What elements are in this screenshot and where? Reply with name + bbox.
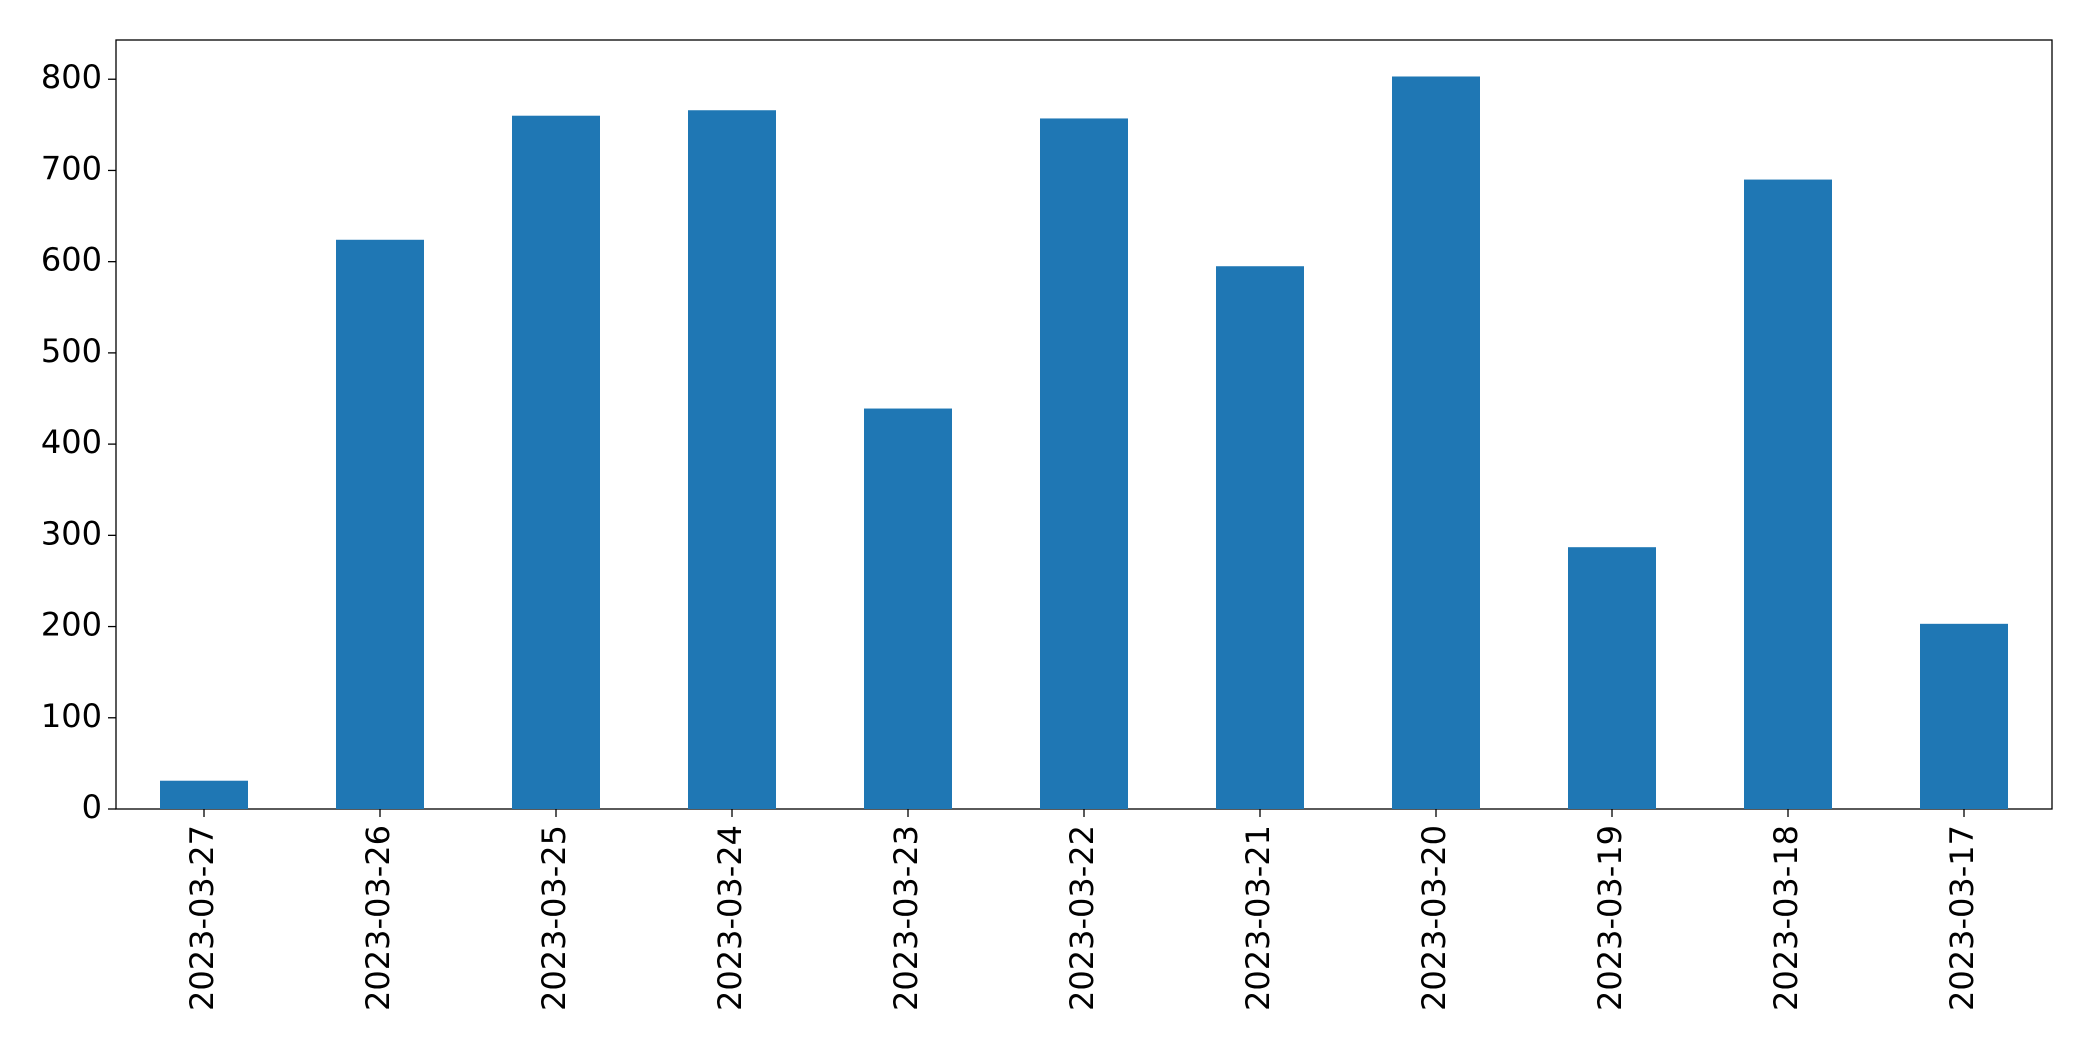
bar	[864, 408, 952, 809]
y-tick-label: 400	[41, 423, 102, 461]
x-tick-label: 2023-03-22	[1063, 825, 1101, 1011]
bar	[1040, 118, 1128, 810]
bar	[160, 780, 248, 809]
bar	[512, 115, 600, 810]
bar	[336, 239, 424, 809]
y-tick-label: 0	[82, 788, 102, 826]
bar	[1920, 623, 2008, 809]
x-tick-label: 2023-03-27	[183, 825, 221, 1011]
bar	[1568, 547, 1656, 809]
x-tick-label: 2023-03-26	[359, 825, 397, 1011]
x-tick-label: 2023-03-21	[1239, 825, 1277, 1011]
x-tick-label: 2023-03-19	[1591, 825, 1629, 1011]
y-tick-label: 200	[41, 606, 102, 644]
x-tick-label: 2023-03-24	[711, 825, 749, 1011]
bar	[1216, 266, 1304, 810]
x-tick-label: 2023-03-25	[535, 825, 573, 1011]
x-tick-label: 2023-03-18	[1767, 825, 1805, 1011]
y-tick-label: 100	[41, 697, 102, 735]
bar	[1392, 76, 1480, 810]
x-tick-label: 2023-03-20	[1415, 825, 1453, 1011]
y-tick-label: 700	[41, 149, 102, 187]
y-tick-label: 600	[41, 241, 102, 279]
y-tick-label: 300	[41, 514, 102, 552]
y-tick-label: 800	[41, 58, 102, 96]
y-tick-label: 500	[41, 332, 102, 370]
bar	[688, 110, 776, 810]
x-tick-label: 2023-03-23	[887, 825, 925, 1011]
x-tick-label: 2023-03-17	[1943, 825, 1981, 1011]
bar	[1744, 179, 1832, 809]
